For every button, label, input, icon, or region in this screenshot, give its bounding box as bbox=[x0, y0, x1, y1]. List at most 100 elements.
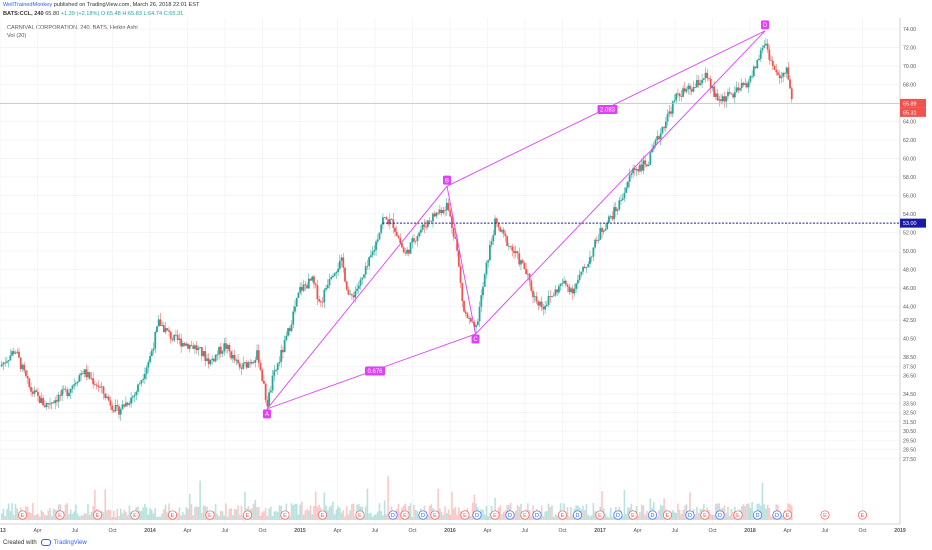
candle-body bbox=[221, 351, 224, 354]
volume-legend[interactable]: Vol (20) bbox=[7, 33, 27, 39]
candle-body bbox=[340, 257, 343, 261]
candle-body bbox=[782, 72, 785, 77]
volume-bar bbox=[311, 514, 314, 520]
candle-body bbox=[785, 67, 788, 74]
candle-body bbox=[19, 357, 22, 369]
marker-circle bbox=[418, 510, 428, 520]
candle-body bbox=[564, 280, 567, 285]
tradingview-brand[interactable]: TradingView bbox=[53, 540, 87, 547]
candle-body bbox=[394, 227, 396, 232]
marker-label: E bbox=[358, 513, 362, 519]
volume-bar bbox=[744, 505, 746, 520]
time-axis-labels: 2013 Apr Jul Oct 2014 Apr Jul Oct 2015 Apr Jul Oct 2… bbox=[0, 528, 906, 534]
earnings-marker: E bbox=[595, 510, 605, 520]
x-tick-label: 2015 bbox=[294, 528, 306, 534]
candle-body bbox=[2, 362, 5, 365]
pattern-point-c-bg bbox=[471, 334, 480, 344]
volume-bar bbox=[568, 516, 571, 520]
candle-body bbox=[64, 388, 67, 390]
candle-body bbox=[456, 238, 459, 251]
volume-bar bbox=[678, 509, 681, 520]
x-tick-label: Apr bbox=[333, 528, 341, 534]
candle-body bbox=[406, 249, 408, 254]
candle-body bbox=[185, 343, 188, 346]
candle-body bbox=[37, 391, 39, 396]
author-link[interactable]: WellTrainedMonkey bbox=[3, 2, 53, 8]
volume-bar bbox=[238, 514, 241, 520]
volume-bar bbox=[14, 504, 17, 520]
candle-body bbox=[625, 187, 628, 193]
candle-body bbox=[311, 276, 314, 281]
marker-circle bbox=[628, 510, 638, 520]
volume-bar bbox=[94, 490, 96, 520]
volume-bar bbox=[111, 516, 113, 520]
candle-body bbox=[116, 404, 119, 407]
candle-body bbox=[642, 160, 645, 171]
candle-body bbox=[21, 364, 24, 369]
volume-bar bbox=[78, 516, 81, 520]
volume-bar bbox=[0, 513, 3, 520]
volume-bar bbox=[772, 514, 774, 520]
candle-body bbox=[194, 345, 196, 349]
candle-body bbox=[432, 213, 434, 222]
volume-bar bbox=[168, 503, 170, 520]
volume-bar bbox=[349, 510, 351, 520]
volume-bar bbox=[659, 504, 662, 520]
volume-bar bbox=[9, 511, 12, 520]
volume-bar bbox=[85, 513, 88, 520]
volume-bar bbox=[4, 515, 6, 520]
series-legend[interactable]: CARNIVAL CORPORATION, 240, BATS, Heikin … bbox=[7, 25, 138, 31]
volume-bar bbox=[790, 505, 793, 520]
candle-body bbox=[387, 219, 390, 225]
marker-label: E bbox=[703, 513, 707, 519]
volume-bar bbox=[225, 503, 227, 520]
volume-bar bbox=[344, 516, 346, 520]
volume-bar bbox=[416, 511, 419, 520]
candle-body bbox=[558, 286, 560, 293]
volume-bar bbox=[295, 503, 298, 520]
volume-bar bbox=[204, 505, 207, 520]
volume-bar bbox=[696, 507, 698, 520]
volume-bar bbox=[73, 511, 75, 520]
marker-label: D bbox=[756, 513, 760, 519]
candle-body bbox=[758, 58, 760, 61]
volume-bar bbox=[456, 514, 458, 520]
earnings-marker: E bbox=[280, 510, 290, 520]
volume-bar bbox=[33, 515, 36, 520]
candle-body bbox=[342, 257, 345, 268]
candle-body bbox=[99, 387, 101, 388]
candle-body bbox=[69, 388, 72, 393]
volume-bar bbox=[671, 509, 674, 520]
candle-body bbox=[413, 238, 415, 242]
volume-bar bbox=[439, 508, 441, 520]
volume-bar bbox=[728, 515, 731, 520]
volume-bar bbox=[304, 510, 307, 520]
candle-body bbox=[614, 207, 617, 212]
earnings-marker: E bbox=[490, 510, 500, 520]
candle-body bbox=[50, 402, 53, 404]
y-tick-label: 42.50 bbox=[903, 318, 916, 324]
x-tick-label: 2017 bbox=[594, 528, 606, 534]
candle-body bbox=[783, 72, 786, 74]
x-tick-label: Jul bbox=[672, 528, 679, 534]
candle-body bbox=[540, 301, 543, 307]
volume-bar bbox=[646, 510, 648, 520]
volume-bar bbox=[28, 511, 31, 520]
volume-bar bbox=[697, 512, 700, 520]
candle-body bbox=[330, 277, 333, 280]
candle-body bbox=[142, 378, 145, 381]
marker-label: E bbox=[21, 513, 25, 519]
pattern-ratio-bd-text: 2.083 bbox=[600, 108, 616, 114]
volume-bar bbox=[656, 516, 659, 520]
marker-circle bbox=[460, 510, 470, 520]
candle-body bbox=[225, 343, 227, 349]
volume-bar bbox=[782, 515, 784, 520]
candle-body bbox=[430, 221, 433, 222]
candle-body bbox=[716, 93, 719, 101]
candle-body bbox=[233, 354, 236, 361]
candle-body bbox=[133, 395, 136, 397]
candle-body bbox=[254, 359, 257, 363]
price-tag-current: 65.31 bbox=[900, 107, 926, 117]
volume-bar bbox=[566, 507, 569, 520]
